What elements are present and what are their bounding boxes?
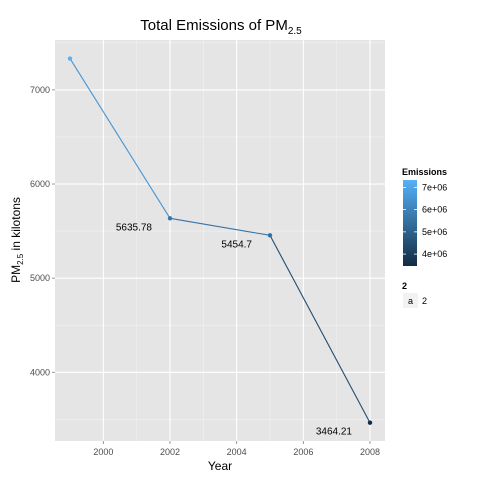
x-tick-label: 2004	[227, 447, 247, 457]
series-points	[67, 56, 373, 425]
colorbar-label: 7e+06	[422, 182, 447, 192]
grid-major	[55, 40, 385, 441]
y-tick-label: 6000	[30, 179, 50, 189]
x-axis-title: Year	[208, 459, 232, 473]
y-tick-label: 5000	[30, 273, 50, 283]
series-segment	[269, 235, 371, 423]
data-point	[267, 233, 273, 238]
x-tick-label: 2008	[360, 447, 380, 457]
colorbar-label: 5e+06	[422, 227, 447, 237]
colorbar-label: 6e+06	[422, 205, 447, 215]
colorbar-ticks: 7e+06 6e+06 5e+06 4e+06	[403, 182, 447, 259]
data-label: 3464.21	[316, 427, 353, 438]
colorbar-title: Emissions	[402, 167, 447, 177]
colorbar	[403, 180, 417, 266]
legend: Emissions 7e+06 6e+06 5e+06 4e+06 2 a 2	[402, 167, 447, 308]
data-point	[167, 216, 173, 221]
data-label: 5454.7	[221, 239, 252, 250]
key-glyph: a	[408, 296, 413, 306]
y-axis-ticks: 4000 5000 6000 7000	[30, 85, 55, 377]
x-tick-label: 2000	[93, 447, 113, 457]
y-tick-label: 7000	[30, 85, 50, 95]
data-label: 5635.78	[116, 222, 153, 233]
x-tick-label: 2006	[293, 447, 313, 457]
plot-panel	[55, 40, 385, 441]
y-tick-label: 4000	[30, 367, 50, 377]
data-point	[367, 420, 373, 425]
key-label: 2	[422, 296, 427, 306]
x-axis-ticks: 2000 2002 2004 2006 2008	[93, 441, 380, 457]
grid-minor	[55, 40, 385, 441]
data-labels: 5635.78 5454.7 3464.21	[116, 222, 353, 437]
y-axis-title: PM2.5 in kilotons	[9, 197, 25, 283]
chart-title: Total Emissions of PM2.5	[140, 17, 302, 37]
data-point	[67, 56, 73, 61]
series-segment	[69, 58, 171, 219]
key-box	[403, 293, 418, 308]
series-segment	[169, 217, 271, 236]
series-line	[69, 58, 371, 423]
key-title: 2	[402, 281, 407, 291]
colorbar-label: 4e+06	[422, 249, 447, 259]
x-tick-label: 2002	[160, 447, 180, 457]
